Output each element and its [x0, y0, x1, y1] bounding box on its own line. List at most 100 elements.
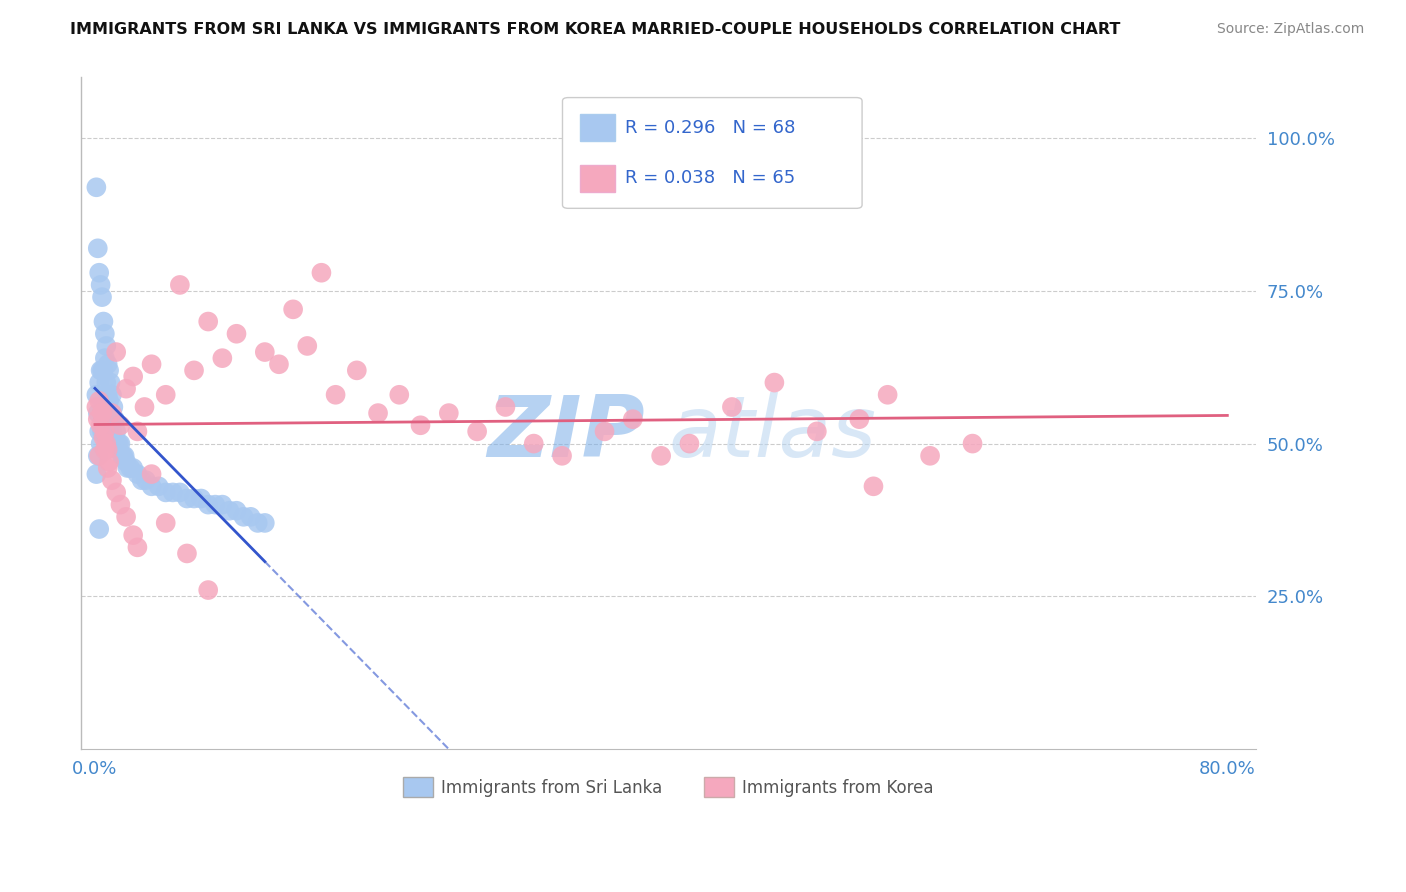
Point — [93, 430, 115, 444]
Point — [183, 363, 205, 377]
Point — [93, 412, 115, 426]
Point — [96, 339, 118, 353]
Point — [94, 425, 117, 439]
Point — [876, 388, 898, 402]
Text: Source: ZipAtlas.com: Source: ZipAtlas.com — [1216, 22, 1364, 37]
Point — [89, 425, 111, 439]
Point — [111, 449, 134, 463]
Text: IMMIGRANTS FROM SRI LANKA VS IMMIGRANTS FROM KOREA MARRIED-COUPLE HOUSEHOLDS COR: IMMIGRANTS FROM SRI LANKA VS IMMIGRANTS … — [70, 22, 1121, 37]
Point — [94, 326, 117, 341]
Point — [89, 449, 111, 463]
Point — [120, 461, 142, 475]
Point — [105, 425, 128, 439]
Point — [115, 455, 138, 469]
Point — [155, 516, 177, 530]
Point — [103, 400, 125, 414]
Point — [848, 412, 870, 426]
Point — [101, 388, 124, 402]
Point — [115, 382, 138, 396]
Point — [87, 449, 110, 463]
Point — [94, 442, 117, 457]
Point — [962, 436, 984, 450]
Point — [232, 509, 254, 524]
Point — [101, 473, 124, 487]
Point — [96, 436, 118, 450]
Point — [253, 516, 276, 530]
Point — [253, 345, 276, 359]
Point — [131, 473, 153, 487]
Point — [97, 388, 120, 402]
Point — [110, 498, 132, 512]
Point — [91, 290, 114, 304]
Point — [91, 406, 114, 420]
Point — [148, 479, 170, 493]
Point — [297, 339, 319, 353]
Point — [93, 363, 115, 377]
Point — [346, 363, 368, 377]
Point — [197, 314, 219, 328]
Point — [89, 376, 111, 390]
Point — [90, 277, 112, 292]
Text: ZIP: ZIP — [486, 392, 645, 475]
Point — [920, 449, 942, 463]
Point — [91, 363, 114, 377]
Point — [107, 436, 129, 450]
Point — [87, 412, 110, 426]
Point — [110, 418, 132, 433]
Point — [112, 449, 135, 463]
Point — [86, 180, 108, 194]
Point — [225, 504, 247, 518]
Point — [183, 491, 205, 506]
Point — [135, 473, 157, 487]
Text: atlas: atlas — [668, 392, 876, 475]
Point — [127, 425, 149, 439]
Point — [101, 406, 124, 420]
Point — [110, 436, 132, 450]
Point — [169, 277, 191, 292]
Point — [190, 491, 212, 506]
Point — [409, 418, 432, 433]
Point — [523, 436, 546, 450]
Point — [108, 436, 131, 450]
Point — [94, 351, 117, 366]
Point — [86, 467, 108, 482]
Point — [176, 546, 198, 560]
Point — [103, 436, 125, 450]
Point — [650, 449, 672, 463]
Point — [267, 357, 290, 371]
Point — [246, 516, 269, 530]
Point — [87, 241, 110, 255]
Point — [239, 509, 262, 524]
Point — [90, 436, 112, 450]
Point — [225, 326, 247, 341]
Point — [211, 351, 233, 366]
Point — [678, 436, 700, 450]
Point — [89, 522, 111, 536]
Point — [122, 461, 145, 475]
Text: R = 0.296   N = 68: R = 0.296 N = 68 — [624, 119, 796, 136]
Point — [127, 541, 149, 555]
Point — [197, 582, 219, 597]
Point — [862, 479, 884, 493]
Point — [211, 498, 233, 512]
Point — [141, 479, 163, 493]
Point — [91, 406, 114, 420]
Point — [86, 400, 108, 414]
Point — [311, 266, 333, 280]
Point — [122, 528, 145, 542]
Point — [101, 425, 124, 439]
Point — [621, 412, 644, 426]
Bar — [581, 165, 616, 192]
Point — [98, 455, 121, 469]
Point — [806, 425, 828, 439]
Point — [117, 461, 139, 475]
Point — [127, 467, 149, 482]
Point — [93, 314, 115, 328]
Point — [134, 400, 156, 414]
Point — [197, 498, 219, 512]
Point — [98, 425, 121, 439]
Point — [162, 485, 184, 500]
Point — [465, 425, 488, 439]
Point — [87, 406, 110, 420]
Point — [763, 376, 786, 390]
